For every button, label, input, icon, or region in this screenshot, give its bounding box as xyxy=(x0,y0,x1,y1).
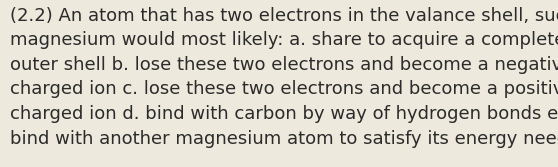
Text: (2.2) An atom that has two electrons in the valance shell, such as
magnesium wou: (2.2) An atom that has two electrons in … xyxy=(10,7,558,148)
